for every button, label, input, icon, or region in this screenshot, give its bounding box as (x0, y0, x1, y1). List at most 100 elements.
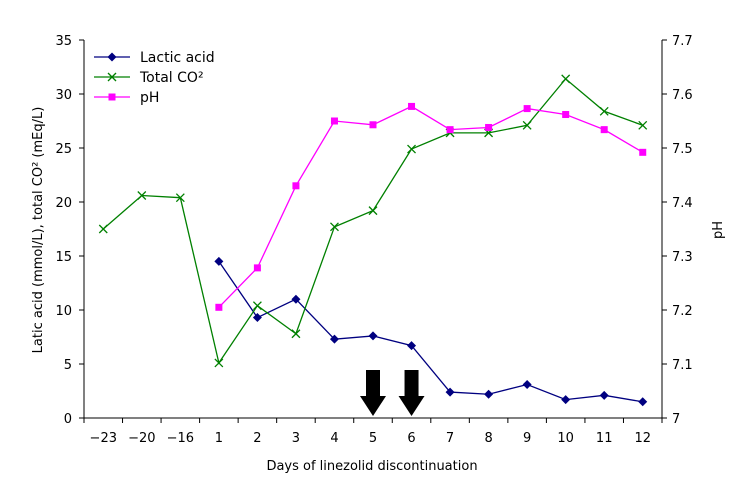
data-point-total-co (98, 224, 108, 234)
data-point-ph (369, 121, 377, 129)
data-point-lactic-acid (638, 397, 648, 407)
data-point-total-co (137, 191, 147, 200)
x-tick-label: 9 (523, 431, 531, 446)
y-tick-label-right: 7.2 (672, 304, 693, 319)
y-tick-label-left: 35 (55, 34, 72, 49)
data-point-total-co (407, 144, 416, 154)
data-point-lactic-acid (599, 390, 609, 400)
legend-swatch-marker-stroke (107, 72, 117, 82)
x-axis-title: Days of linezolid discontinuation (266, 459, 477, 474)
data-point-ph (330, 117, 338, 125)
series-ph (215, 102, 647, 311)
data-point-lactic-acid (522, 380, 532, 390)
x-tick-label: 10 (557, 431, 574, 446)
legend-label: pH (140, 90, 159, 106)
arrow-down-marker (398, 370, 425, 416)
data-point-ph (485, 123, 493, 131)
x-tick-label: 7 (446, 431, 454, 446)
x-tick-label: −23 (90, 431, 117, 446)
legend-item-total-co: Total CO² (94, 70, 204, 86)
y-tick-label-right: 7.1 (672, 358, 693, 373)
x-tick-label: 6 (407, 431, 415, 446)
data-point-total-co (175, 193, 185, 203)
data-point-total-co-stroke (98, 224, 108, 234)
data-point-lactic-acid (291, 294, 301, 304)
data-point-total-co (330, 222, 339, 232)
y-tick-label-left: 15 (55, 250, 72, 265)
y-tick-label-left: 25 (55, 142, 72, 157)
data-point-total-co (638, 120, 648, 130)
legend: Lactic acid Total CO² pH (94, 50, 215, 106)
legend-swatch-marker (107, 52, 117, 62)
data-point-total-co-stroke (252, 301, 262, 311)
data-point-total-co (214, 358, 224, 368)
x-tick-label: 11 (596, 431, 613, 446)
data-point-total-co (291, 329, 301, 339)
data-point-total-co-stroke (522, 120, 532, 130)
x-tick-label: −20 (128, 431, 155, 446)
data-point-lactic-acid (561, 395, 571, 405)
legend-swatch-marker (107, 72, 117, 82)
data-point-total-co (561, 74, 571, 84)
y-tick-label-right: 7.5 (672, 142, 693, 157)
data-point-total-co-stroke (561, 74, 571, 84)
data-point-ph (600, 126, 608, 134)
annotations (360, 370, 425, 416)
series-line-ph (218, 105, 644, 308)
data-point-total-co-stroke (407, 144, 416, 154)
data-point-ph (523, 105, 531, 113)
y-tick-label-right: 7 (672, 412, 680, 427)
y-axis-title-left: Latic acid (mmol/L), total CO² (mEq/L) (31, 107, 46, 354)
series-line-lactic-acid (218, 261, 643, 403)
data-point-total-co-stroke (638, 120, 648, 130)
legend-item-ph: pH (94, 90, 159, 106)
data-point-lactic-acid (407, 341, 417, 351)
x-tick-label: 12 (634, 431, 651, 446)
legend-label: Total CO² (139, 70, 204, 86)
data-point-lactic-acid (368, 331, 378, 341)
legend-item-lactic-acid: Lactic acid (94, 50, 215, 66)
data-point-ph (253, 264, 261, 272)
y-tick-label-left: 30 (55, 88, 72, 103)
data-point-total-co (252, 301, 262, 311)
data-point-ph (446, 126, 454, 134)
data-point-total-co (368, 206, 378, 216)
data-point-total-co (522, 120, 532, 130)
data-point-ph (292, 182, 300, 190)
data-point-ph (562, 111, 570, 119)
data-point-total-co-stroke (214, 358, 224, 368)
data-point-lactic-acid (214, 256, 224, 266)
y-tick-label-left: 5 (64, 358, 72, 373)
x-tick-label: 3 (292, 431, 300, 446)
data-point-total-co-stroke (291, 329, 301, 339)
data-point-total-co-stroke (175, 193, 185, 203)
y-tick-label-left: 0 (64, 412, 72, 427)
y-tick-label-right: 7.7 (672, 34, 693, 49)
series-total-co (98, 74, 648, 368)
x-tick-label: 1 (215, 431, 223, 446)
data-point-ph (639, 148, 647, 156)
x-tick-label: 2 (253, 431, 261, 446)
data-point-lactic-acid (445, 387, 455, 397)
data-point-total-co-stroke (368, 206, 378, 216)
data-point-total-co (599, 106, 609, 116)
axes (79, 39, 667, 423)
arrow-down-marker (360, 370, 386, 416)
legend-label: Lactic acid (140, 50, 215, 66)
x-tick-label: −16 (167, 431, 194, 446)
y-tick-label-right: 7.3 (672, 250, 693, 265)
legend-swatch-marker (108, 93, 116, 101)
data-point-lactic-acid (252, 313, 262, 323)
data-point-total-co-stroke (599, 106, 609, 116)
x-tick-label: 4 (330, 431, 338, 446)
series-layer (98, 74, 648, 407)
data-point-total-co-stroke (330, 222, 339, 232)
data-point-lactic-acid (329, 334, 339, 344)
y-axis-title-right: pH (711, 221, 726, 239)
y-tick-label-left: 20 (55, 196, 72, 211)
data-point-ph (215, 303, 223, 311)
data-point-ph (408, 102, 416, 110)
y-tick-label-left: 10 (55, 304, 72, 319)
series-lactic-acid (214, 256, 648, 407)
